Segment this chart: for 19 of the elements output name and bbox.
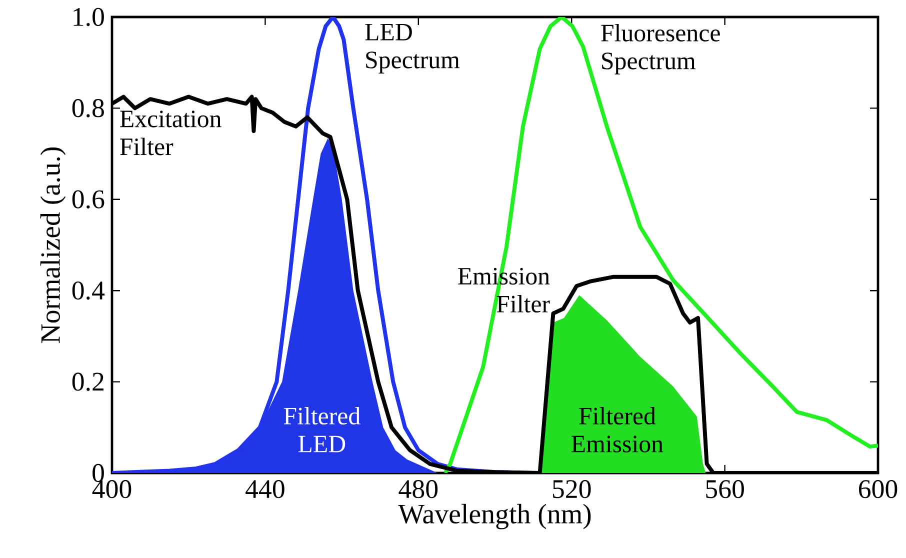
x-tick-label: 480 xyxy=(398,480,438,498)
x-axis-title: Wavelength (nm) xyxy=(398,504,591,530)
annotation: Fluoresence Spectrum xyxy=(601,24,720,74)
annotation: Filtered Emission xyxy=(572,406,664,452)
y-tick-label: 1.0 xyxy=(74,8,104,26)
x-tick-label: 440 xyxy=(246,480,284,498)
annotation: LED Spectrum xyxy=(365,24,460,74)
y-tick-label: 0.8 xyxy=(72,99,104,118)
x-tick-label: 560 xyxy=(706,480,744,498)
x-tick-label: 520 xyxy=(552,480,591,498)
y-tick-label: 0.6 xyxy=(72,190,104,209)
y-tick-label: 0 xyxy=(92,464,104,482)
y-tick-label: 0.2 xyxy=(72,372,104,391)
x-tick-label: 600 xyxy=(858,480,898,498)
y-axis-title: Normalized (a.u.) xyxy=(40,147,66,343)
annotation: Excitation Filter xyxy=(120,110,222,156)
x-tick-label: 400 xyxy=(92,480,132,498)
annotation: Filtered LED xyxy=(284,406,360,452)
y-tick-label: 0.4 xyxy=(72,281,105,300)
